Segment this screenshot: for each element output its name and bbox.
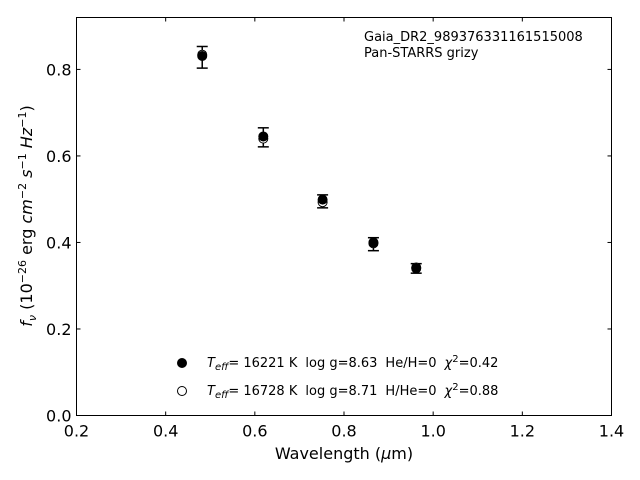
x-axis-title-symbol: μ: [380, 444, 391, 463]
model-point-filled: [317, 194, 328, 205]
legend-marker-filled: [177, 358, 187, 368]
y-axis-title-nu: ν: [26, 315, 39, 321]
legend-marker-open: [177, 386, 187, 396]
legend-1-chi-exp: 2: [452, 354, 458, 365]
legend-2-eff: eff: [215, 390, 230, 401]
x-axis-title: Wavelength (μm): [275, 444, 413, 463]
y-tick-label: 0.2: [46, 320, 71, 339]
y-axis-title-cm: cm: [17, 199, 36, 223]
y-axis-title-close: ): [17, 105, 36, 111]
y-axis-title-mid2: erg: [17, 224, 36, 260]
x-tick-label: 1.0: [420, 422, 445, 441]
model-point-filled: [368, 237, 379, 248]
legend-2-teff: = 16728 K: [228, 384, 298, 399]
y-tick-label: 0.4: [46, 233, 71, 252]
x-tick-label: 1.2: [510, 422, 535, 441]
y-axis-title-s: s: [17, 170, 36, 183]
y-axis-title: fν (10−26 erg cm−2 s−1 Hz−1): [16, 105, 39, 326]
legend-1-t: T: [207, 356, 216, 371]
legend-entry-2: Teff= 16728 K log g=8.71 H/He=0 χ2=0.88: [207, 382, 498, 401]
model-point-filled: [197, 51, 208, 62]
plot-area: [196, 45, 422, 274]
y-axis-title-exp2: −2: [16, 183, 29, 199]
y-axis: 0.0 0.2 0.4 0.6 0.8: [46, 60, 612, 426]
x-tick-label: 0.4: [153, 422, 178, 441]
x-tick-label: 1.4: [599, 422, 624, 441]
x-axis-title-suffix: m): [391, 444, 413, 463]
model-point-filled: [258, 131, 269, 142]
annotation-survey: Pan-STARRS grizy: [364, 46, 479, 61]
legend-1-logg: log g=8.63: [305, 356, 377, 371]
legend-2-chi-exp: 2: [452, 382, 458, 393]
y-axis-title-exp26: −26: [16, 260, 29, 283]
legend-1-teff: = 16221 K: [228, 356, 298, 371]
legend-2-chi: χ: [444, 384, 454, 399]
annotation-object-id: Gaia_DR2_989376331161515008: [364, 30, 583, 45]
x-tick-label: 0.2: [64, 422, 89, 441]
y-axis-title-hz: Hz: [17, 127, 36, 153]
legend-1-chi-value: =0.42: [459, 356, 499, 371]
model-point-filled: [411, 263, 422, 274]
x-axis: 0.2 0.4 0.6 0.8 1.0 1.2 1.4: [64, 17, 624, 441]
x-tick-label: 0.6: [242, 422, 267, 441]
y-axis-title-exp1b: −1: [16, 112, 29, 128]
legend-1-comp: He/H=0: [385, 356, 436, 371]
y-axis-title-mid1: (10: [17, 283, 36, 315]
legend-2-chi-value: =0.88: [459, 384, 499, 399]
legend-2-logg: log g=8.71: [305, 384, 377, 399]
legend-entry-1: Teff= 16221 K log g=8.63 He/H=0 χ2=0.42: [207, 354, 498, 373]
x-axis-title-prefix: Wavelength (: [275, 444, 381, 463]
legend-2-comp: H/He=0: [385, 384, 436, 399]
legend-1-eff: eff: [215, 362, 230, 373]
y-axis-title-exp1a: −1: [16, 153, 29, 169]
x-tick-label: 0.8: [331, 422, 356, 441]
legend-1-chi: χ: [444, 356, 454, 371]
legend-2-t: T: [207, 384, 216, 399]
y-tick-label: 0.6: [46, 147, 71, 166]
y-axis-title-f: f: [17, 319, 36, 327]
y-tick-label: 0.0: [46, 407, 71, 426]
y-tick-label: 0.8: [46, 60, 71, 79]
